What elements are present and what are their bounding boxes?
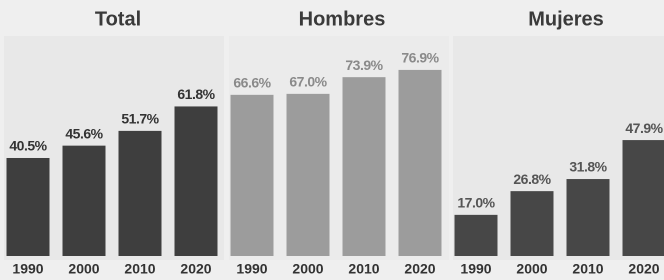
value-label: 73.9% [345,57,383,73]
bar [399,70,442,256]
bar [455,215,498,256]
x-tick-label: 2000 [292,261,323,277]
value-label: 67.0% [289,74,327,90]
bar [63,146,106,256]
bar [119,131,162,256]
value-label: 40.5% [9,138,47,154]
bar [623,140,664,256]
bar [175,106,218,256]
panel-title: Mujeres [528,8,604,30]
bar [7,158,50,256]
x-tick-label: 2010 [124,261,155,277]
bar [231,95,274,256]
value-label: 51.7% [121,111,159,127]
value-label: 45.6% [65,125,103,141]
x-tick-label: 1990 [12,261,43,277]
panel-title: Hombres [299,8,386,30]
bar [567,179,610,256]
value-label: 47.9% [625,120,663,136]
x-tick-label: 2010 [572,261,603,277]
x-tick-label: 2020 [180,261,211,277]
page: Total 40.5% 1990 45.6% 2000 51.7% 2010 61.8% 202… [0,0,664,280]
x-tick-label: 1990 [236,261,267,277]
x-tick-label: 2010 [348,261,379,277]
value-label: 66.6% [233,75,271,91]
x-tick-label: 2000 [516,261,547,277]
x-tick-label: 2020 [404,261,435,277]
bar [343,77,386,256]
x-tick-label: 2020 [628,261,659,277]
value-label: 76.9% [401,50,439,66]
panel-title: Total [95,8,141,30]
value-label: 26.8% [513,171,551,187]
x-tick-label: 1990 [460,261,491,277]
bar [511,191,554,256]
value-label: 31.8% [569,159,607,175]
value-label: 61.8% [177,86,215,102]
value-label: 17.0% [457,195,495,211]
bar [287,94,330,256]
x-tick-label: 2000 [68,261,99,277]
chart: Total 40.5% 1990 45.6% 2000 51.7% 2010 61.8% 202… [0,0,664,280]
